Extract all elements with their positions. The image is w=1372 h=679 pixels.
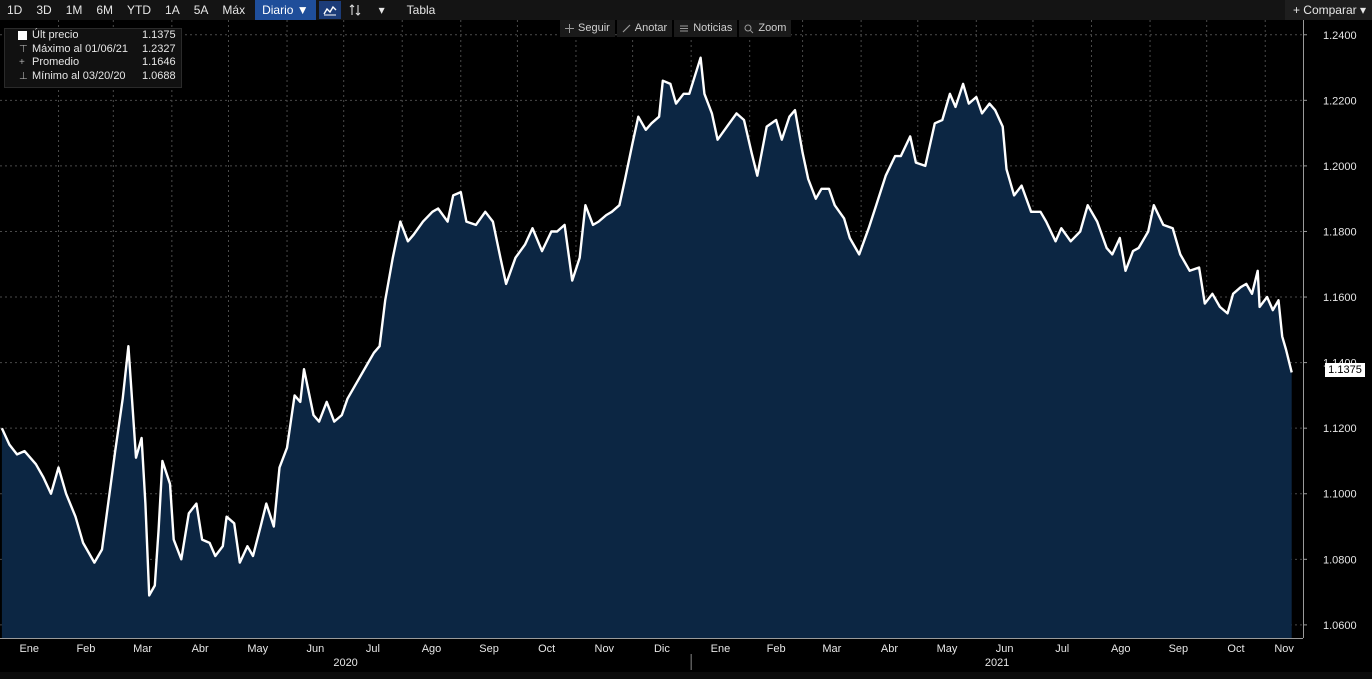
compare-button[interactable]: + Comparar ▾ [1284, 0, 1372, 20]
year-label: 2021 [985, 657, 1009, 669]
x-tick-label: Feb [767, 643, 786, 655]
legend-max-label: Máximo al 01/06/21 [32, 42, 128, 55]
y-tick-label: 1.1800 [1323, 226, 1357, 238]
x-tick-label: May [247, 643, 268, 655]
toolbar: 1D 3D 1M 6M YTD 1A 5A Máx Diario ▼ ▾ Tabla [0, 0, 1372, 20]
chart-legend: Últ precio 1.1375 ⊤ Máximo al 01/06/21 1… [4, 28, 182, 88]
annotate-label: Anotar [634, 22, 668, 34]
x-tick-label: Jun [306, 643, 324, 655]
x-tick-label: Feb [76, 643, 95, 655]
chart-tools: Seguir Anotar Noticias Zoom [560, 20, 793, 37]
range-button-2[interactable]: 1M [65, 3, 83, 17]
x-tick-label: Jul [1055, 643, 1069, 655]
x-tick-label: Jul [366, 643, 380, 655]
x-tick-label: Nov [1274, 643, 1294, 655]
follow-label: Seguir [578, 22, 610, 34]
price-area [1, 57, 1292, 638]
max-marker-icon: ⊤ [19, 43, 28, 55]
x-tick-label: Oct [538, 643, 555, 655]
news-label: Noticias [693, 22, 733, 34]
last-price-tag: 1.1375 [1325, 363, 1365, 377]
x-tick-label: Abr [881, 643, 898, 655]
news-button[interactable]: Noticias [674, 20, 738, 37]
range-button-1[interactable]: 3D [36, 3, 52, 17]
range-buttons: 1D 3D 1M 6M YTD 1A 5A Máx [0, 0, 252, 20]
y-tick-label: 1.0600 [1323, 620, 1357, 632]
x-tick-label: Ago [1111, 643, 1131, 655]
follow-button[interactable]: Seguir [560, 20, 615, 37]
x-tick-label: Mar [133, 643, 152, 655]
zoom-label: Zoom [758, 22, 787, 34]
x-tick-label: Oct [1227, 643, 1244, 655]
period-dropdown[interactable]: Diario ▼ [255, 0, 316, 20]
y-tick-label: 1.1200 [1323, 423, 1357, 435]
chart-type-dropdown[interactable]: ▾ [378, 3, 385, 17]
x-tick-label: Abr [192, 643, 209, 655]
y-axis-ticks: 1.24001.22001.20001.18001.16001.14001.12… [1303, 30, 1357, 632]
x-tick-label: May [937, 643, 958, 655]
x-tick-label: Ene [711, 643, 731, 655]
table-button[interactable]: Tabla [406, 3, 436, 17]
avg-marker-icon: + [19, 57, 25, 68]
legend-max: ⊤ Máximo al 01/06/21 1.2327 [5, 43, 181, 57]
legend-avg-value: 1.1646 [142, 56, 176, 68]
crosshair-icon [565, 24, 574, 33]
legend-last-value: 1.1375 [142, 29, 176, 41]
news-icon [680, 25, 689, 32]
x-tick-label: Dic [654, 643, 670, 655]
annotate-button[interactable]: Anotar [616, 20, 673, 37]
range-button-7[interactable]: Máx [222, 3, 246, 17]
x-tick-label: Mar [822, 643, 841, 655]
range-button-0[interactable]: 1D [7, 3, 23, 17]
legend-min-value: 1.0688 [142, 69, 176, 82]
bottom-bar [0, 672, 1372, 679]
y-tick-label: 1.2400 [1323, 30, 1357, 42]
x-tick-label: Jun [996, 643, 1014, 655]
y-tick-label: 1.2000 [1323, 161, 1357, 173]
x-axis-ticks: Ene Feb Mar Abr May Jun Jul Ago Sep Oct Nov Dic Ene F… [19, 643, 1294, 670]
min-marker-icon: ⊥ [19, 70, 28, 82]
legend-avg-label: Promedio [32, 56, 80, 68]
y-tick-label: 1.2200 [1323, 95, 1357, 107]
range-button-4[interactable]: YTD [127, 3, 152, 17]
magnifier-icon [744, 24, 754, 33]
x-tick-label: Sep [479, 643, 499, 655]
area-chart-icon[interactable] [318, 1, 341, 19]
range-button-5[interactable]: 1A [165, 3, 180, 17]
price-line [0, 56, 1293, 597]
pencil-icon [622, 24, 631, 33]
legend-swatch [18, 31, 27, 40]
range-button-3[interactable]: 6M [96, 3, 114, 17]
y-tick-label: 1.1600 [1323, 292, 1357, 304]
legend-min: ⊥ Mínimo al 03/20/20 1.0688 [5, 70, 181, 84]
legend-min-label: Mínimo al 03/20/20 [32, 69, 126, 82]
legend-last-label: Últ precio [32, 29, 79, 41]
x-tick-label: Sep [1169, 643, 1189, 655]
x-tick-label: Ago [422, 643, 442, 655]
legend-last-price: Últ precio 1.1375 [5, 29, 181, 43]
sort-icon[interactable] [344, 1, 366, 19]
x-tick-label: Nov [595, 643, 615, 655]
zoom-button[interactable]: Zoom [739, 20, 792, 37]
legend-avg: + Promedio 1.1646 [5, 56, 181, 70]
y-tick-label: 1.1000 [1323, 489, 1357, 501]
x-tick-label: Ene [19, 643, 39, 655]
y-tick-label: 1.0800 [1323, 554, 1357, 566]
legend-max-value: 1.2327 [142, 42, 176, 55]
range-button-6[interactable]: 5A [193, 3, 209, 17]
year-label: 2020 [333, 657, 357, 669]
